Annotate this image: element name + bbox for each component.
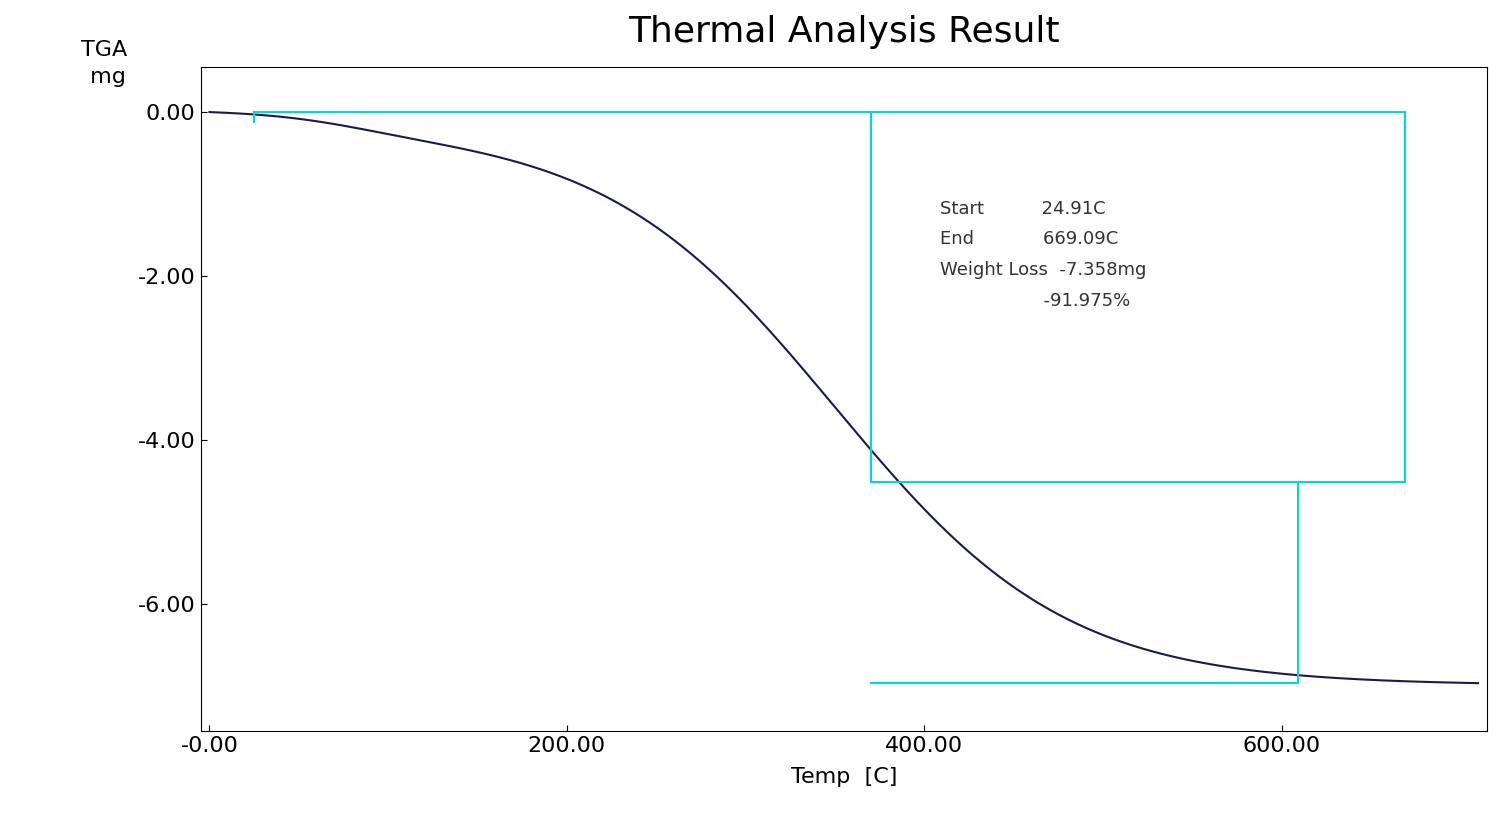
Text: TGA
 mg: TGA mg — [81, 40, 128, 87]
Title: Thermal Analysis Result: Thermal Analysis Result — [628, 15, 1059, 49]
X-axis label: Temp  [C]: Temp [C] — [790, 766, 897, 787]
Text: Start          24.91C
End            669.09C
Weight Loss  -7.358mg
             : Start 24.91C End 669.09C Weight Loss -7.… — [940, 200, 1146, 309]
